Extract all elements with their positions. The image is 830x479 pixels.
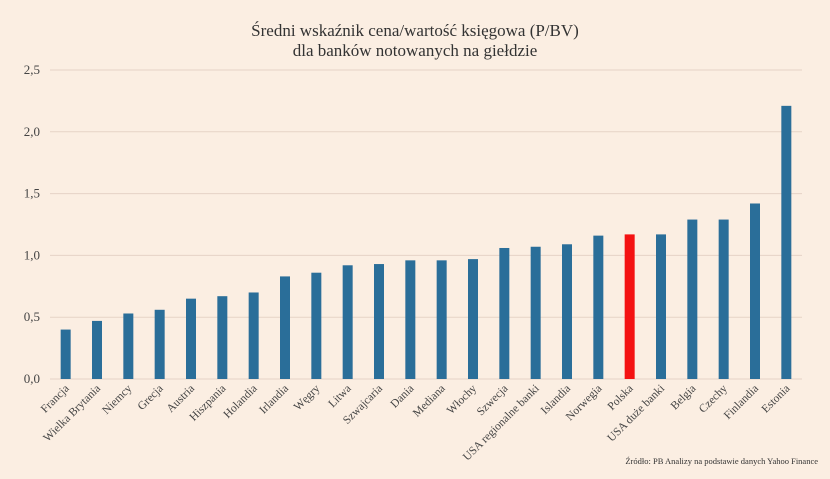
bar-belgia <box>687 219 698 379</box>
y-tick-label: 2,5 <box>24 62 40 77</box>
gridlines <box>50 69 802 380</box>
x-tick-label: Finlandia <box>722 383 761 422</box>
x-tick-label: Irlandia <box>257 383 291 417</box>
bar-holandia <box>248 292 259 379</box>
bar-wielka-brytania <box>92 320 102 379</box>
x-tick-label: Grecja <box>136 383 166 413</box>
bar-mediana <box>436 260 447 379</box>
x-tick-label: Wielka Brytania <box>41 383 103 445</box>
bar-włochy <box>468 259 478 379</box>
bar-usa-duże-banki <box>656 234 666 379</box>
bar-czechy <box>718 219 729 379</box>
bar-francja <box>60 329 71 379</box>
x-tick-label: Dania <box>389 383 417 411</box>
x-tick-label: USA duże banki <box>605 383 667 445</box>
y-tick-label: 0,0 <box>24 371 40 386</box>
bar-irlandia <box>280 276 290 379</box>
chart-title-line2: dla banków notowanych na giełdzie <box>293 41 538 60</box>
x-tick-label: Estonia <box>760 383 793 416</box>
y-tick-label: 1,0 <box>24 247 40 262</box>
bar-austria <box>186 298 196 379</box>
source-note: Źródło: PB Analizy na podstawie danych Y… <box>625 456 818 466</box>
bar-polska <box>624 234 635 379</box>
bar-norwegia <box>593 235 604 379</box>
bar-litwa <box>342 265 353 379</box>
x-tick-label: Polska <box>606 383 636 413</box>
bar-szwajcaria <box>374 264 384 379</box>
x-tick-label: Niemcy <box>100 382 134 416</box>
bar-hiszpania <box>217 296 228 379</box>
bar-finlandia <box>750 203 760 379</box>
bar-niemcy <box>123 313 134 379</box>
x-tick-label: Holandia <box>221 383 259 421</box>
bars <box>60 105 792 380</box>
bar-dania <box>405 260 416 379</box>
chart-title-line1: Średni wskaźnik cena/wartość księgowa (P… <box>251 21 579 40</box>
x-tick-label: Włochy <box>445 382 479 416</box>
bar-szwecja <box>499 247 510 379</box>
x-tick-label: Litwa <box>326 383 353 410</box>
x-tick-label: Węgry <box>292 382 323 413</box>
bar-estonia <box>781 105 792 380</box>
y-axis-ticks: 0,0 0,5 1,0 1,5 2,0 2,5 <box>24 62 40 386</box>
x-tick-label: Belgia <box>669 383 699 413</box>
bar-węgry <box>311 272 322 379</box>
x-tick-label: Mediana <box>411 383 448 420</box>
y-tick-label: 0,5 <box>24 309 40 324</box>
y-tick-label: 2,0 <box>24 124 40 139</box>
bar-islandia <box>562 244 572 379</box>
bar-usa-regionalne-banki <box>530 246 541 379</box>
bar-grecja <box>154 309 165 379</box>
y-tick-label: 1,5 <box>24 186 40 201</box>
